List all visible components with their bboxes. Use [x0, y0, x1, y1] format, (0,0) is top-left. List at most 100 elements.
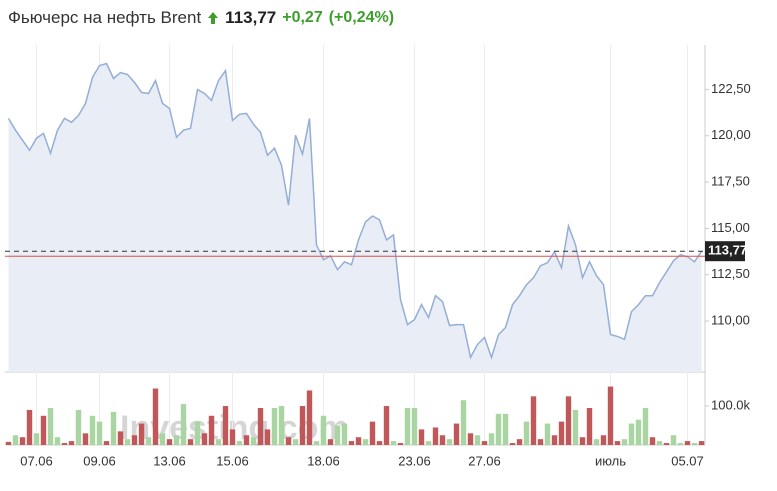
volume-bar — [110, 411, 117, 445]
x-tick-label: 27.06 — [468, 453, 501, 468]
volume-bar — [502, 413, 509, 445]
volume-tick-label: 100.0k — [711, 397, 751, 412]
volume-bar — [614, 441, 621, 445]
volume-bar — [75, 409, 82, 445]
volume-bar — [586, 407, 593, 445]
volume-bar — [166, 439, 173, 445]
volume-bar — [411, 407, 418, 445]
volume-bar — [348, 441, 355, 445]
volume-bar — [670, 435, 677, 445]
volume-bar — [222, 406, 229, 445]
volume-bar — [439, 435, 446, 445]
volume-bar — [684, 441, 691, 445]
volume-bar — [397, 443, 404, 445]
volume-bar — [145, 437, 152, 445]
x-tick-label: 09.06 — [83, 453, 116, 468]
volume-bar — [103, 441, 110, 445]
x-tick-label: 15.06 — [216, 453, 249, 468]
x-tick-label: 07.06 — [20, 453, 53, 468]
volume-bar — [5, 441, 12, 445]
volume-bar — [551, 435, 558, 445]
volume-bar — [362, 439, 369, 445]
volume-bar — [278, 406, 285, 445]
volume-bar — [152, 388, 159, 445]
y-tick-label: 120,00 — [711, 127, 751, 142]
volume-bar — [285, 437, 292, 445]
volume-bar — [264, 429, 271, 445]
volume-bar — [446, 439, 453, 445]
volume-bar — [320, 415, 327, 445]
volume-bar — [306, 390, 313, 445]
volume-bar — [523, 421, 530, 445]
volume-bar — [376, 441, 383, 445]
volume-bar — [607, 386, 614, 445]
volume-bar — [677, 443, 684, 445]
volume-bar — [481, 441, 488, 445]
volume-bar — [96, 421, 103, 445]
current-price-label: 113,77 — [708, 243, 747, 258]
volume-bar — [474, 435, 481, 445]
volume-bar — [635, 419, 642, 445]
volume-bar — [509, 443, 516, 445]
volume-bar — [334, 425, 341, 445]
x-tick-label: 13.06 — [153, 453, 186, 468]
volume-bar — [460, 400, 467, 445]
volume-bar — [383, 406, 390, 445]
y-tick-label: 112,50 — [711, 266, 750, 281]
volume-bar — [131, 435, 138, 445]
volume-bar — [243, 435, 250, 445]
x-tick-label: июль — [595, 453, 626, 468]
volume-bar — [558, 421, 565, 445]
price: 113,77 — [225, 8, 277, 27]
volume-bar — [229, 429, 236, 445]
volume-bar — [236, 441, 243, 445]
volume-bar — [215, 439, 222, 445]
volume-bar — [271, 407, 278, 445]
volume-bar — [117, 431, 124, 445]
y-tick-label: 110,00 — [711, 312, 750, 327]
volume-bar — [467, 433, 474, 445]
volume-bar — [453, 423, 460, 445]
volume-bar — [138, 423, 145, 445]
y-tick-label: 122,50 — [711, 81, 751, 96]
volume-bar — [327, 439, 334, 445]
volume-bar — [544, 423, 551, 445]
volume-bar — [187, 439, 194, 445]
current-price-box — [705, 241, 745, 262]
volume-bar — [89, 415, 96, 445]
volume-bar — [530, 396, 537, 445]
volume-bar — [40, 415, 47, 445]
volume-bar — [173, 435, 180, 445]
x-tick-label: 18.06 — [307, 453, 340, 468]
volume-bar — [12, 435, 19, 445]
volume-bar — [26, 409, 33, 445]
volume-bar — [68, 441, 75, 445]
volume-bar — [579, 437, 586, 445]
title: Фьючерс на нефть Brent — [8, 8, 202, 27]
volume-bar — [649, 437, 656, 445]
volume-bar — [663, 443, 670, 445]
volume-bar — [656, 441, 663, 445]
y-tick-label: 117,50 — [711, 174, 750, 189]
volume-bar — [250, 437, 257, 445]
volume-bar — [600, 435, 607, 445]
volume-bar — [257, 407, 264, 445]
volume-bar — [159, 433, 166, 445]
volume-bar — [495, 413, 502, 445]
volume-bar — [691, 443, 698, 445]
up-arrow — [208, 12, 219, 24]
volume-bar — [201, 433, 208, 445]
x-tick-label: 05.07 — [671, 453, 704, 468]
volume-bar — [621, 439, 628, 445]
volume-bar — [537, 439, 544, 445]
volume-bar — [194, 421, 201, 445]
change: +0,27 — [282, 9, 323, 26]
volume-bar — [565, 396, 572, 445]
volume-bar — [404, 407, 411, 445]
x-tick-label: 23.06 — [398, 453, 431, 468]
volume-bar — [180, 404, 187, 445]
volume-bar — [19, 437, 26, 445]
volume-bar — [572, 409, 579, 445]
volume-bar — [341, 423, 348, 445]
